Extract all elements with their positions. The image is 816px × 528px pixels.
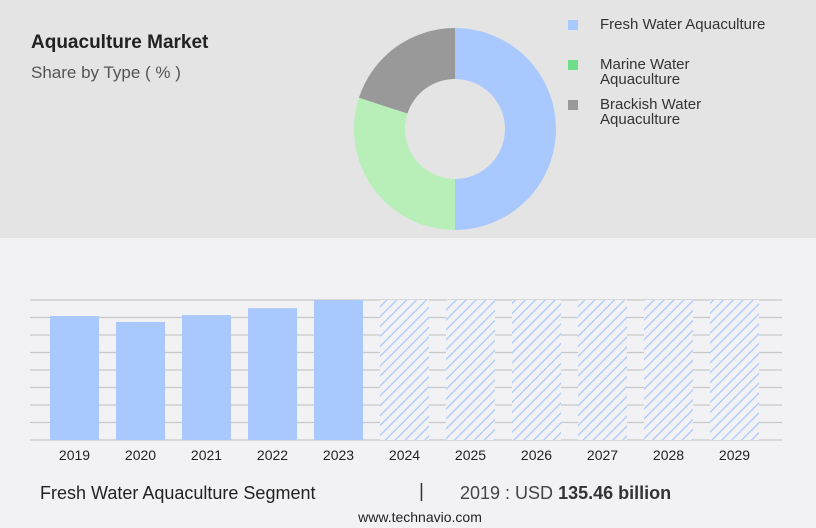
donut-slice-0 [455,28,556,230]
x-tick-label: 2027 [587,447,618,463]
footer-amount: 135.46 billion [558,483,672,503]
x-tick-label: 2023 [323,447,354,463]
forecast-bar-2025 [446,300,495,440]
footer-year-label: 2019 : USD [460,483,559,503]
forecast-bar-2027 [578,300,627,440]
x-tick-label: 2022 [257,447,288,463]
x-tick-label: 2028 [653,447,684,463]
legend-swatch [568,60,578,70]
forecast-bar-2029 [710,300,759,440]
footer-segment: Fresh Water Aquaculture Segment [40,483,316,503]
bar-2019 [50,316,99,440]
x-tick-label: 2021 [191,447,222,463]
source-url[interactable]: www.technavio.com [358,509,482,525]
x-tick-label: 2025 [455,447,486,463]
bar-2023 [314,300,363,440]
x-tick-label: 2029 [719,447,750,463]
x-tick-label: 2019 [59,447,90,463]
bar-2020 [116,321,165,440]
page-subtitle: Share by Type ( % ) [31,63,181,82]
legend-label: Marine Water Aquaculture [600,56,690,88]
legend-label: Brackish Water Aquaculture [600,96,702,128]
bar-2021 [182,315,231,440]
page-title: Aquaculture Market [31,32,209,53]
footer-value: 2019 : USD 135.46 billion [460,483,671,504]
legend-swatch [568,20,578,30]
forecast-bar-2028 [644,300,693,440]
forecast-bar-2026 [512,300,561,440]
donut-chart [354,28,556,231]
bar-2022 [248,308,297,440]
x-tick-label: 2026 [521,447,552,463]
bar-chart: 2019 2020 2021 2022 2023 2024 2025 2026 2027 2028… [30,299,782,463]
donut-slice-2 [358,28,455,114]
x-tick-label: 2024 [389,447,420,463]
footer-separator: | [419,481,424,502]
donut-slice-1 [354,97,455,231]
forecast-bar-2024 [380,300,429,440]
x-tick-label: 2020 [125,447,156,463]
legend-label: Fresh Water Aquaculture [600,16,766,33]
legend-swatch [568,100,578,110]
